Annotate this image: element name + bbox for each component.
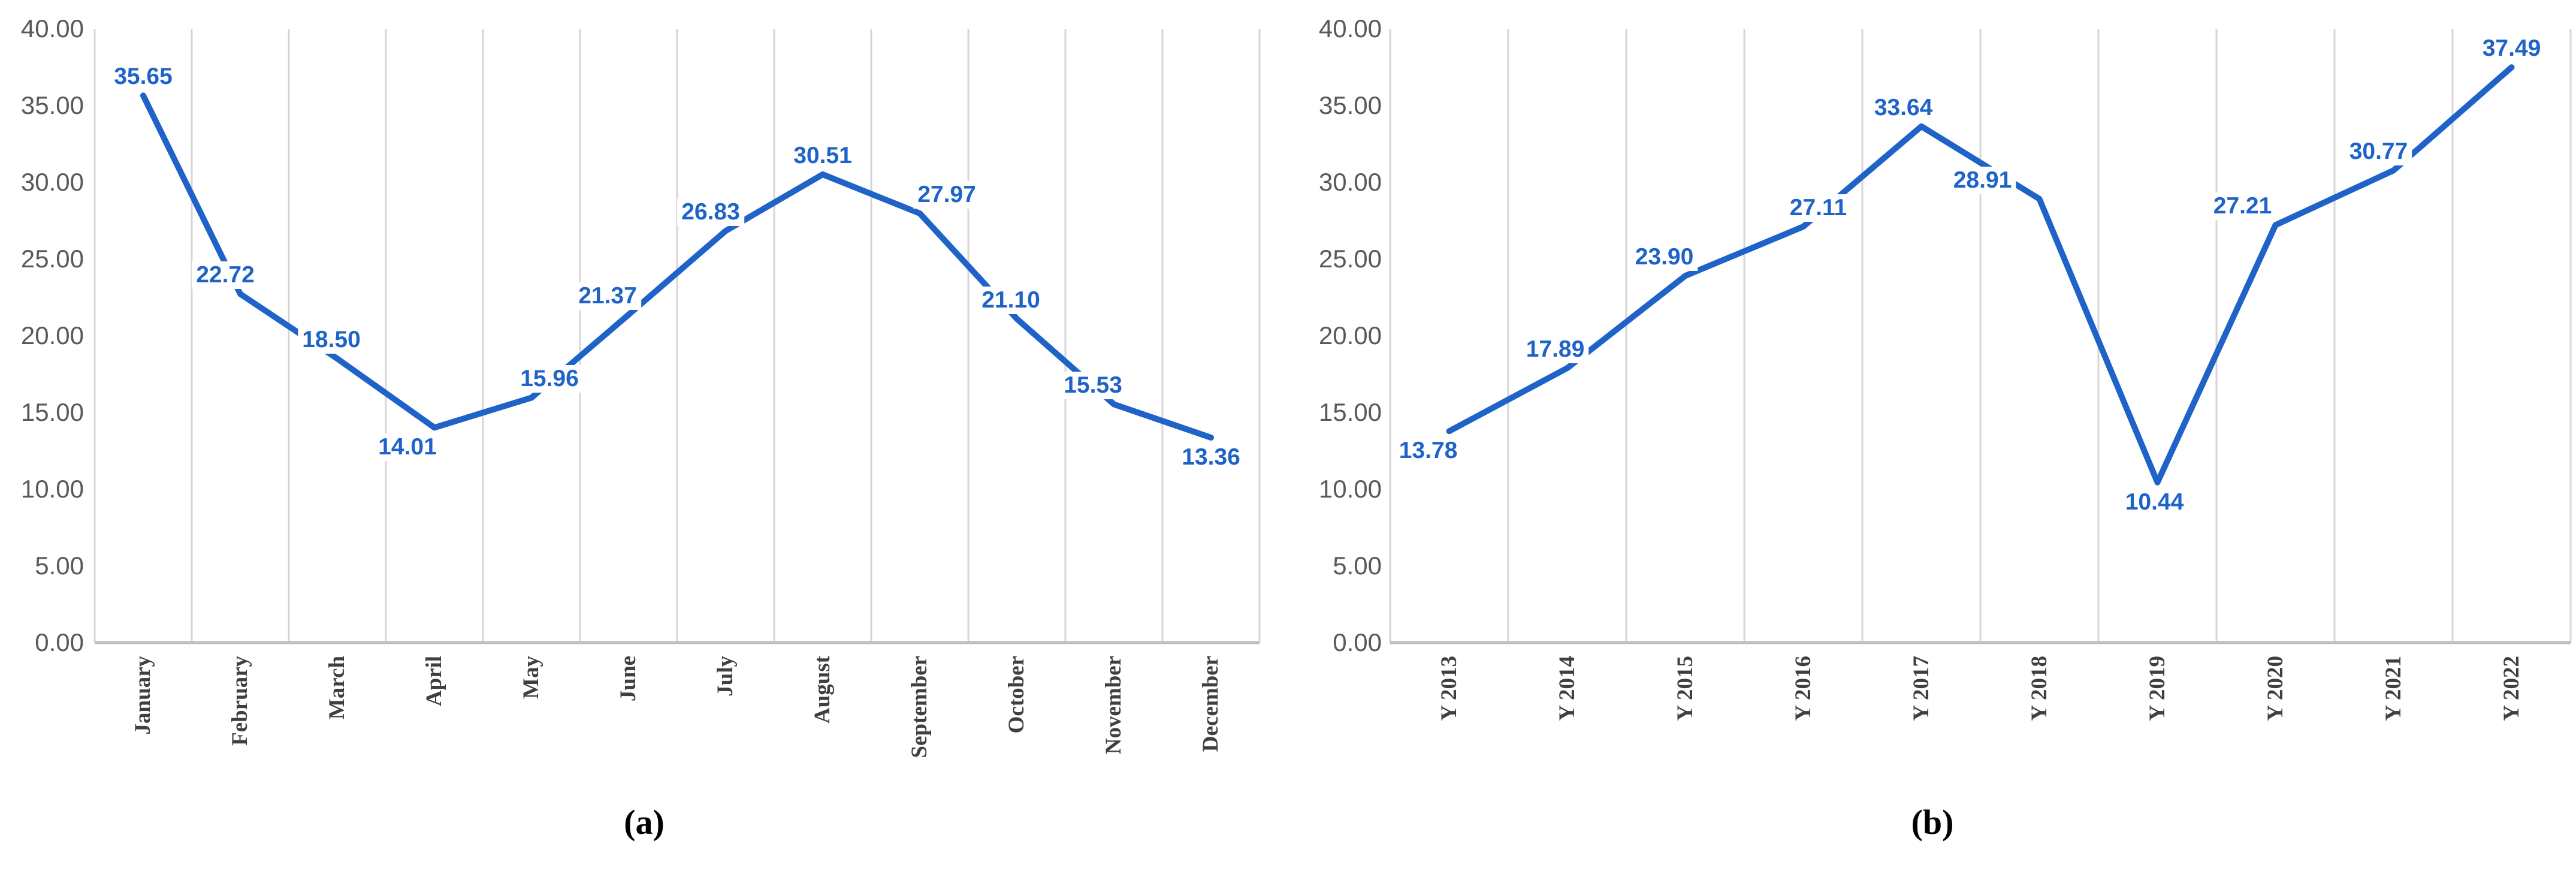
x-axis-tick-label: Y 2021 <box>2381 656 2406 721</box>
y-axis-tick-label: 40.00 <box>20 14 84 43</box>
data-label: 22.72 <box>192 261 259 290</box>
data-label: 33.64 <box>1870 94 1937 122</box>
x-axis-tick-label: Y 2019 <box>2145 656 2170 721</box>
x-axis-tick-label: June <box>616 656 641 702</box>
y-axis-tick-label: 30.00 <box>20 168 84 196</box>
x-axis-tick-label: March <box>325 656 349 720</box>
y-axis-tick-label: 15.00 <box>1318 398 1382 426</box>
x-axis-tick-label: Y 2018 <box>2027 656 2052 721</box>
y-axis-tick-label: 5.00 <box>35 551 84 580</box>
data-label: 21.37 <box>574 282 641 310</box>
y-axis-tick-label: 30.00 <box>1318 168 1382 196</box>
y-axis-tick-label: 10.00 <box>20 475 84 503</box>
y-axis-tick-label: 20.00 <box>20 321 84 349</box>
x-axis-tick-label: May <box>519 656 543 699</box>
y-axis-tick-label: 35.00 <box>1318 91 1382 119</box>
x-axis-tick-label: February <box>228 656 252 746</box>
y-axis-tick-label: 10.00 <box>1318 475 1382 503</box>
data-label: 30.51 <box>789 141 856 170</box>
y-axis-tick-label: 5.00 <box>1333 551 1382 580</box>
caption-panel-b: (b) <box>1911 803 1954 842</box>
x-axis-tick-label: July <box>713 656 738 697</box>
x-axis-tick-label: Y 2016 <box>1790 656 1816 721</box>
x-axis-tick-label: Y 2014 <box>1554 656 1580 721</box>
x-axis-tick-label: August <box>810 656 835 724</box>
data-label: 13.78 <box>1394 437 1462 465</box>
y-axis-tick-label: 20.00 <box>1318 321 1382 349</box>
data-label: 27.21 <box>2209 192 2276 221</box>
x-axis-tick-label: October <box>1004 656 1029 734</box>
x-axis-tick-label: Y 2013 <box>1436 656 1461 721</box>
caption-panel-a: (a) <box>624 803 665 842</box>
y-axis-tick-label: 15.00 <box>20 398 84 426</box>
data-label: 21.10 <box>977 286 1044 314</box>
data-label: 37.49 <box>2478 35 2545 63</box>
data-label: 18.50 <box>298 326 365 354</box>
data-label: 27.97 <box>913 180 980 209</box>
y-axis-tick-label: 35.00 <box>20 91 84 119</box>
x-axis-tick-label: Y 2020 <box>2263 656 2288 721</box>
x-axis-tick-label: January <box>131 656 155 735</box>
data-label: 26.83 <box>677 198 744 227</box>
x-axis-tick-label: September <box>907 656 932 758</box>
data-label: 14.01 <box>374 433 441 462</box>
x-axis-tick-label: April <box>422 656 446 707</box>
y-axis-tick-label: 0.00 <box>35 628 84 656</box>
data-label: 30.77 <box>2345 138 2412 166</box>
data-label: 13.36 <box>1177 443 1245 471</box>
y-axis-tick-label: 0.00 <box>1333 628 1382 656</box>
data-label: 23.90 <box>1630 243 1698 272</box>
data-label: 28.91 <box>1949 166 2016 194</box>
data-label: 35.65 <box>110 63 177 91</box>
x-axis-tick-label: Y 2017 <box>1908 656 1934 721</box>
x-axis-tick-label: Y 2015 <box>1672 656 1698 721</box>
data-label: 27.11 <box>1785 194 1852 222</box>
x-axis-tick-label: December <box>1198 656 1223 752</box>
y-axis-tick-label: 40.00 <box>1318 14 1382 43</box>
y-axis-tick-label: 25.00 <box>20 245 84 273</box>
data-label: 17.89 <box>1521 336 1589 364</box>
line-series <box>1446 64 2515 486</box>
x-axis-tick-label: Y 2022 <box>2499 656 2524 721</box>
data-label: 15.96 <box>516 365 583 393</box>
data-label: 15.53 <box>1059 372 1127 400</box>
y-axis-tick-label: 25.00 <box>1318 245 1382 273</box>
data-label: 10.44 <box>2121 488 2188 516</box>
x-axis-tick-label: November <box>1101 656 1126 755</box>
